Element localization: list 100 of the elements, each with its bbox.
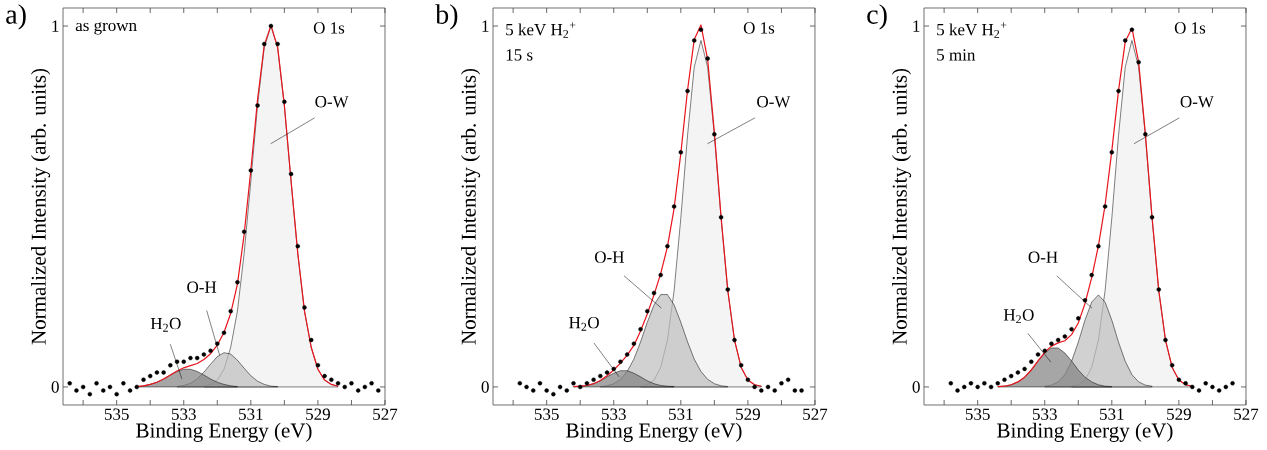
- point: [665, 243, 670, 249]
- annotation: 15 s: [506, 49, 533, 61]
- point: [611, 366, 616, 372]
- point: [1163, 337, 1168, 343]
- y-axis-title: Normalized Intensity (arb. units): [461, 68, 481, 345]
- annotation: H$_{2}$O: [569, 316, 599, 331]
- point: [275, 41, 280, 47]
- point: [698, 27, 704, 32]
- point: [181, 359, 186, 364]
- point: [1176, 377, 1182, 382]
- point: [1009, 373, 1014, 379]
- x-tick-label: 529: [736, 408, 760, 420]
- point: [255, 103, 260, 108]
- point: [955, 388, 960, 393]
- point: [571, 381, 576, 386]
- point: [87, 391, 93, 397]
- point: [268, 23, 274, 29]
- annotation: O-H: [594, 251, 624, 263]
- point: [1169, 363, 1175, 368]
- x-tick-label: 527: [373, 408, 398, 420]
- point: [692, 38, 697, 43]
- point: [248, 168, 254, 173]
- x-tick-label: 533: [171, 408, 196, 420]
- point: [154, 370, 160, 375]
- point: [725, 287, 730, 292]
- chart-title: b): [435, 4, 458, 30]
- point: [168, 363, 173, 368]
- point: [262, 41, 267, 47]
- point: [302, 305, 307, 310]
- x-tick-label: 529: [1167, 408, 1191, 420]
- point: [524, 384, 529, 390]
- point: [1156, 287, 1161, 292]
- point: [369, 381, 374, 386]
- point: [282, 99, 287, 105]
- point: [1002, 377, 1007, 382]
- point: [342, 384, 347, 390]
- point: [1109, 150, 1115, 155]
- point: [1102, 204, 1108, 209]
- point: [74, 388, 79, 393]
- chart-title: a): [6, 4, 26, 30]
- point: [678, 150, 684, 155]
- point: [201, 352, 207, 357]
- annotation: O-H: [1028, 251, 1058, 263]
- point: [1029, 359, 1034, 364]
- point: [1143, 132, 1148, 137]
- point: [772, 388, 777, 393]
- x-tick-label: 531: [239, 408, 263, 420]
- x-tick-label: 531: [1100, 408, 1124, 420]
- point: [194, 355, 200, 361]
- point: [564, 388, 569, 393]
- point: [591, 377, 596, 382]
- annotation: 5 min: [937, 49, 976, 61]
- point: [752, 384, 757, 390]
- point: [1082, 298, 1088, 303]
- point: [685, 88, 690, 94]
- y-tick-label: 1: [52, 20, 59, 32]
- point: [779, 381, 784, 386]
- x-tick-label: 535: [104, 408, 129, 420]
- point: [174, 359, 180, 364]
- annotation: O-W: [1180, 96, 1214, 108]
- point: [322, 373, 327, 379]
- point: [982, 381, 987, 386]
- point: [335, 381, 341, 386]
- x-tick-label: 527: [1234, 408, 1259, 420]
- point: [1096, 243, 1101, 249]
- point: [1015, 370, 1021, 375]
- point: [1049, 341, 1054, 346]
- x-tick-label: 533: [601, 408, 626, 420]
- x-tick-label: 535: [965, 408, 990, 420]
- point: [215, 341, 220, 346]
- point: [995, 381, 1000, 386]
- annotation: H$_{2}$O: [1003, 309, 1034, 324]
- annotation: O-W: [315, 96, 349, 108]
- x-tick-label: 533: [1032, 408, 1057, 420]
- point: [962, 384, 967, 390]
- point: [101, 388, 106, 393]
- point: [1210, 384, 1215, 390]
- point: [1069, 326, 1074, 332]
- point: [1216, 388, 1222, 393]
- point: [1055, 337, 1061, 343]
- point: [1022, 366, 1027, 372]
- point: [355, 388, 361, 393]
- point: [1035, 352, 1041, 357]
- point: [315, 363, 321, 368]
- point: [618, 359, 623, 364]
- point: [785, 377, 791, 382]
- point: [1223, 384, 1229, 390]
- x-axis-title: Binding Energy (eV): [136, 422, 312, 442]
- point: [1190, 384, 1195, 390]
- point: [241, 229, 247, 234]
- point: [107, 384, 113, 390]
- x-tick-label: 529: [306, 408, 330, 420]
- point: [1129, 27, 1135, 32]
- point: [1089, 272, 1094, 278]
- point: [376, 388, 381, 393]
- point: [295, 243, 300, 249]
- point: [235, 280, 240, 285]
- point: [712, 132, 717, 137]
- point: [988, 384, 994, 390]
- annotation: H$_{2}$O: [150, 317, 181, 332]
